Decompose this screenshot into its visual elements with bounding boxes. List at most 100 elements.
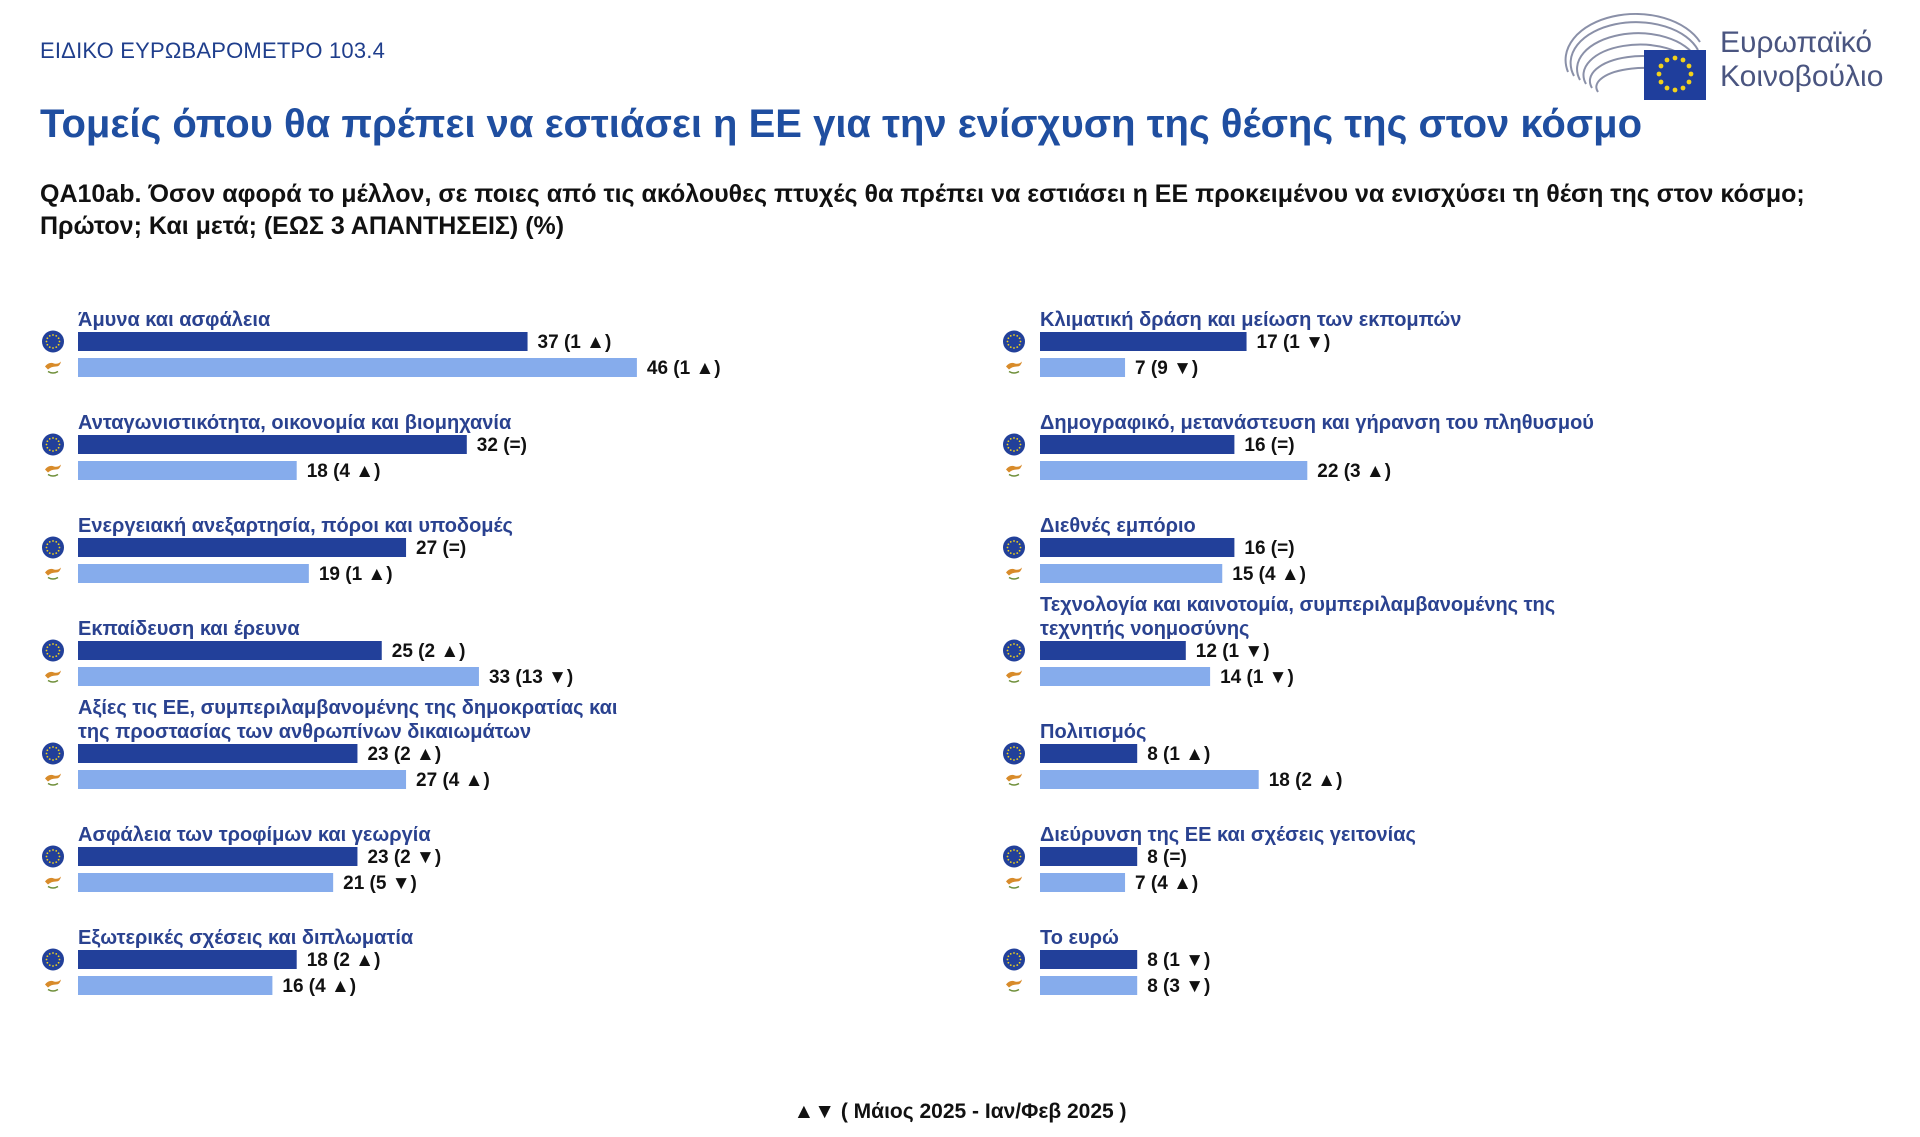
data-label-eu: 17 (1 ▼) bbox=[1257, 332, 1331, 353]
survey-label: ΕΙΔΙΚΟ ΕΥΡΩΒΑΡΟΜΕΤΡΟ 103.4 bbox=[40, 38, 386, 63]
data-label-cyprus: 19 (1 ▲) bbox=[319, 564, 393, 585]
bar-cyprus bbox=[78, 564, 309, 583]
data-label-cyprus: 33 (13 ▼) bbox=[489, 667, 573, 688]
bar-eu bbox=[1040, 641, 1186, 660]
eu-flag-icon bbox=[42, 742, 64, 765]
data-label-cyprus: 27 (4 ▲) bbox=[416, 770, 490, 791]
eu-flag-icon bbox=[1003, 742, 1025, 765]
data-label-cyprus: 15 (4 ▲) bbox=[1232, 564, 1306, 585]
data-label-eu: 16 (=) bbox=[1244, 538, 1294, 559]
eu-flag-icon bbox=[42, 845, 64, 868]
cyprus-flag-icon bbox=[1006, 773, 1022, 786]
logo-text-line1: Ευρωπαϊκό bbox=[1720, 26, 1873, 59]
category-label: τεχνητής νοημοσύνης bbox=[1040, 618, 1249, 640]
bar-eu bbox=[1040, 950, 1138, 969]
category-label: Αξίες τις ΕΕ, συμπεριλαμβανομένης της δη… bbox=[78, 697, 617, 719]
bar-cyprus bbox=[1040, 461, 1308, 480]
cyprus-flag-icon bbox=[1006, 464, 1022, 477]
category-label: Δημογραφικό, μετανάστευση και γήρανση το… bbox=[1040, 412, 1594, 434]
bar-cyprus bbox=[1040, 667, 1211, 686]
eu-flag-icon bbox=[1003, 536, 1025, 559]
category-label: Διεθνές εμπόριο bbox=[1040, 515, 1196, 537]
data-label-eu: 25 (2 ▲) bbox=[392, 641, 466, 662]
eu-flag-icon bbox=[42, 639, 64, 662]
bar-cyprus bbox=[78, 358, 637, 377]
bar-eu bbox=[78, 744, 358, 763]
cyprus-flag-icon bbox=[1006, 567, 1022, 580]
eu-flag-icon bbox=[42, 330, 64, 353]
data-label-eu: 23 (2 ▲) bbox=[367, 744, 441, 765]
bar-cyprus bbox=[1040, 358, 1126, 377]
cyprus-flag-icon bbox=[1006, 361, 1022, 374]
data-label-cyprus: 16 (4 ▲) bbox=[282, 976, 356, 997]
bar-eu bbox=[78, 641, 382, 660]
bar-eu bbox=[78, 538, 407, 557]
data-label-eu: 8 (1 ▼) bbox=[1147, 950, 1210, 971]
data-label-eu: 8 (1 ▲) bbox=[1147, 744, 1210, 765]
page-title: Τομείς όπου θα πρέπει να εστιάσει η ΕΕ γ… bbox=[40, 102, 1643, 146]
bar-eu bbox=[1040, 847, 1138, 866]
eu-flag-icon bbox=[1003, 639, 1025, 662]
bar-cyprus bbox=[1040, 770, 1259, 789]
eu-flag-icon bbox=[1003, 948, 1025, 971]
bar-eu bbox=[78, 435, 467, 454]
bar-cyprus bbox=[78, 770, 407, 789]
bar-eu bbox=[1040, 332, 1247, 351]
data-label-eu: 37 (1 ▲) bbox=[538, 332, 612, 353]
bar-cyprus bbox=[1040, 976, 1138, 995]
bar-eu bbox=[1040, 435, 1235, 454]
data-label-eu: 32 (=) bbox=[477, 435, 527, 456]
data-label-cyprus: 22 (3 ▲) bbox=[1317, 461, 1391, 482]
bar-eu bbox=[1040, 744, 1138, 763]
european-parliament-logo: Ευρωπαϊκό Κοινοβούλιο bbox=[1560, 12, 1920, 102]
category-label: Πολιτισμός bbox=[1040, 721, 1146, 743]
category-label: Διεύρυνση της ΕΕ και σχέσεις γειτονίας bbox=[1040, 824, 1416, 846]
cyprus-flag-icon bbox=[45, 361, 61, 374]
data-label-eu: 12 (1 ▼) bbox=[1196, 641, 1270, 662]
category-label: Ασφάλεια των τροφίμων και γεωργία bbox=[78, 824, 431, 846]
eu-flag-icon bbox=[1003, 330, 1025, 353]
cyprus-flag-icon bbox=[45, 670, 61, 683]
data-label-cyprus: 7 (9 ▼) bbox=[1135, 358, 1198, 379]
data-label-eu: 27 (=) bbox=[416, 538, 466, 559]
category-label: της προστασίας των ανθρωπίνων δικαιωμάτω… bbox=[78, 721, 531, 743]
bar-eu bbox=[1040, 538, 1235, 557]
bar-cyprus bbox=[1040, 873, 1126, 892]
eu-flag-icon bbox=[42, 948, 64, 971]
bar-cyprus bbox=[78, 873, 334, 892]
data-label-cyprus: 7 (4 ▲) bbox=[1135, 873, 1198, 894]
data-label-cyprus: 18 (4 ▲) bbox=[307, 461, 381, 482]
cyprus-flag-icon bbox=[45, 567, 61, 580]
category-label: Άμυνα και ασφάλεια bbox=[78, 309, 271, 331]
logo-text: Ευρωπαϊκό Κοινοβούλιο bbox=[1720, 26, 1883, 94]
eu-flag-icon bbox=[42, 536, 64, 559]
cyprus-flag-icon bbox=[45, 464, 61, 477]
category-label: Το ευρώ bbox=[1040, 927, 1119, 949]
cyprus-flag-icon bbox=[1006, 670, 1022, 683]
data-label-cyprus: 46 (1 ▲) bbox=[647, 358, 721, 379]
eu-flag-icon bbox=[42, 433, 64, 456]
cyprus-flag-icon bbox=[1006, 876, 1022, 889]
category-label: Τεχνολογία και καινοτομία, συμπεριλαμβαν… bbox=[1040, 594, 1555, 616]
footnote: ▲▼ ( Μάιος 2025 - Ιαν/Φεβ 2025 ) bbox=[793, 1100, 1127, 1123]
question-text: QA10ab. Όσον αφορά το μέλλον, σε ποιες α… bbox=[40, 180, 1805, 240]
parliament-hemicycle-icon bbox=[1564, 12, 1706, 100]
cyprus-flag-icon bbox=[45, 773, 61, 786]
category-label: Εξωτερικές σχέσεις και διπλωματία bbox=[78, 927, 414, 949]
data-label-eu: 23 (2 ▼) bbox=[367, 847, 441, 868]
data-label-cyprus: 18 (2 ▲) bbox=[1269, 770, 1343, 791]
category-label: Ενεργειακή ανεξαρτησία, πόροι και υποδομ… bbox=[78, 515, 513, 537]
bar-cyprus bbox=[78, 461, 297, 480]
eu-flag-icon bbox=[1003, 845, 1025, 868]
data-label-cyprus: 14 (1 ▼) bbox=[1220, 667, 1294, 688]
cyprus-flag-icon bbox=[45, 876, 61, 889]
cyprus-flag-icon bbox=[45, 979, 61, 992]
data-label-cyprus: 8 (3 ▼) bbox=[1147, 976, 1210, 997]
category-label: Εκπαίδευση και έρευνα bbox=[78, 618, 300, 640]
bar-cyprus bbox=[78, 667, 479, 686]
category-label: Ανταγωνιστικότητα, οικονομία και βιομηχα… bbox=[78, 412, 512, 434]
bar-eu bbox=[78, 950, 297, 969]
data-label-cyprus: 21 (5 ▼) bbox=[343, 873, 417, 894]
data-label-eu: 18 (2 ▲) bbox=[307, 950, 381, 971]
